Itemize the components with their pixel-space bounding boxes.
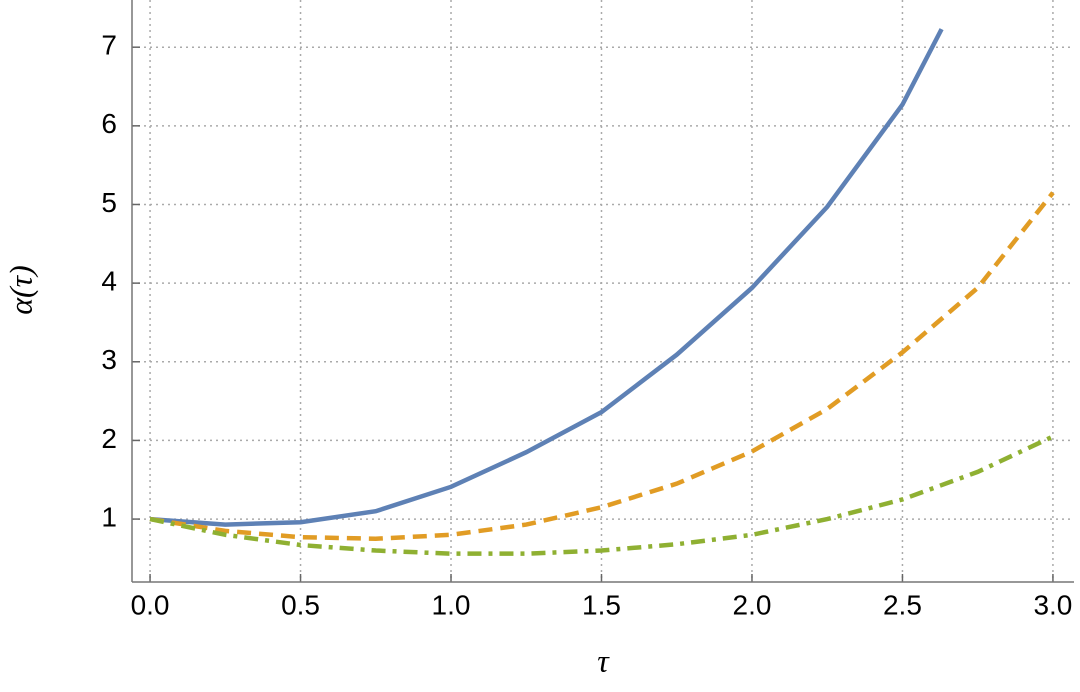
series-line: [149, 28, 944, 527]
y-tick-label: 2: [101, 423, 117, 454]
y-tick-label: 7: [101, 30, 117, 61]
x-tick-label: 2.5: [883, 589, 922, 620]
y-tick-label: 6: [101, 108, 117, 139]
x-axis-title: τ: [597, 642, 610, 678]
x-tick-label: 3.0: [1033, 589, 1072, 620]
y-tick-label: 1: [101, 501, 117, 532]
x-tick-label: 1.0: [432, 589, 471, 620]
x-tick-label: 1.5: [582, 589, 621, 620]
series-line: [149, 434, 1054, 556]
y-tick-label: 3: [101, 344, 117, 375]
y-tick-label: 5: [101, 187, 117, 218]
x-tick-label: 0.5: [281, 589, 320, 620]
x-tick-label: 2.0: [733, 589, 772, 620]
y-tick-label: 4: [101, 266, 117, 297]
x-tick-label: 0.0: [131, 589, 170, 620]
y-axis-title: α(τ): [2, 265, 38, 315]
series-line: [149, 191, 1055, 541]
